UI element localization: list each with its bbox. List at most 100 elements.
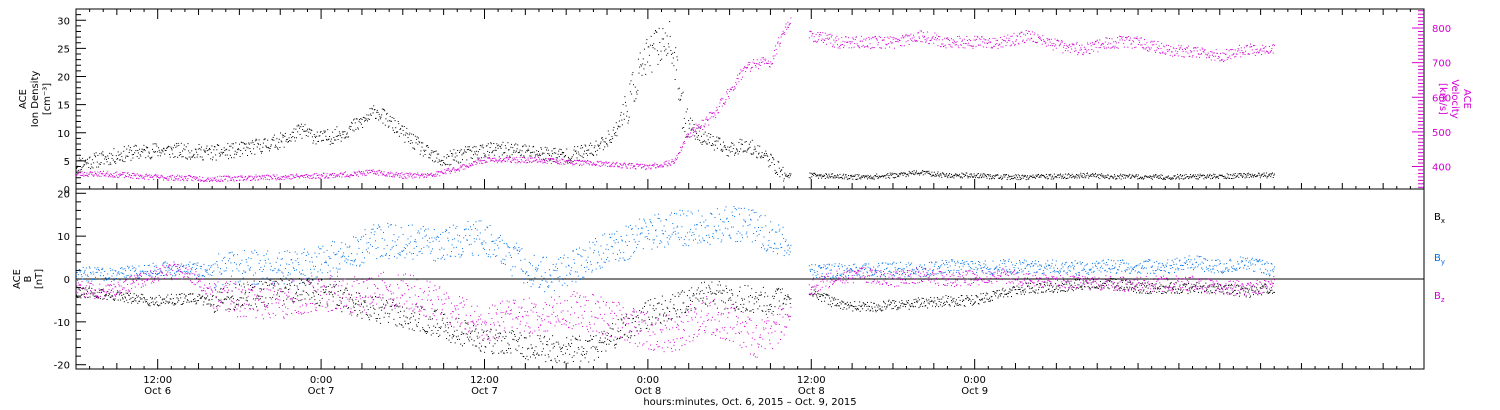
velocity-point [408, 176, 410, 178]
density-point [1066, 174, 1068, 176]
bx-point [171, 303, 173, 305]
velocity-point [324, 177, 326, 179]
density-point [262, 146, 264, 148]
bx-point [513, 339, 515, 341]
bx-point [110, 289, 112, 291]
density-point [1081, 174, 1083, 176]
density-point [365, 118, 367, 120]
density-point [910, 172, 912, 174]
density-point [981, 176, 983, 178]
density-point [291, 131, 293, 133]
density-point [124, 161, 126, 163]
velocity-point [874, 36, 876, 38]
density-point [585, 145, 587, 147]
bx-point [581, 346, 583, 348]
density-point [770, 154, 772, 156]
velocity-point [1003, 40, 1005, 42]
density-point [275, 144, 277, 146]
bx-point [261, 296, 263, 298]
bx-point [337, 304, 338, 306]
bx-point [642, 307, 644, 309]
bx-point [503, 352, 505, 354]
density-point [1148, 176, 1150, 178]
velocity-point [427, 173, 429, 175]
bx-point [264, 305, 266, 307]
velocity-point [1150, 47, 1152, 49]
bx-point [373, 307, 375, 309]
velocity-point [82, 173, 84, 175]
velocity-point [1004, 40, 1006, 42]
density-point [672, 57, 674, 59]
velocity-point [509, 161, 511, 163]
bx-point [544, 354, 546, 356]
density-point [229, 145, 231, 147]
velocity-point [326, 173, 328, 175]
velocity-point [668, 160, 670, 162]
density-point [966, 175, 968, 177]
density-point [1188, 178, 1190, 180]
velocity-point [151, 177, 153, 178]
velocity-point [563, 160, 565, 162]
velocity-point [1122, 36, 1124, 38]
density-point [762, 156, 764, 158]
density-point [846, 178, 848, 180]
velocity-point [651, 164, 653, 166]
bx-point [569, 353, 571, 355]
density-point [183, 144, 185, 146]
density-point [152, 148, 153, 150]
velocity-point [892, 42, 894, 44]
density-point [863, 175, 865, 177]
velocity-point [194, 179, 196, 181]
density-point [1210, 175, 1212, 177]
bx-point [322, 278, 324, 280]
velocity-point [248, 176, 250, 178]
bx-point [239, 297, 241, 299]
density-point [272, 139, 274, 141]
density-point [1164, 179, 1166, 180]
bx-point [352, 300, 354, 302]
bx-point [463, 333, 465, 335]
velocity-point [788, 27, 789, 29]
velocity-point [1136, 36, 1138, 38]
bx-point [475, 328, 477, 330]
density-point [221, 149, 223, 150]
velocity-point [899, 39, 901, 41]
velocity-point [354, 172, 356, 174]
density-point [430, 152, 432, 154]
bx-point [300, 299, 302, 301]
velocity-point [365, 174, 367, 176]
velocity-point [401, 172, 403, 174]
velocity-point [1101, 44, 1103, 46]
density-point [1091, 175, 1093, 177]
density-point [76, 167, 78, 169]
density-point [375, 117, 376, 119]
velocity-point [864, 46, 865, 48]
density-point [1023, 175, 1025, 177]
bx-point [664, 300, 666, 302]
density-point [786, 175, 788, 177]
velocity-point [435, 175, 437, 177]
density-point [1248, 172, 1250, 174]
density-point [1080, 176, 1082, 178]
velocity-point [302, 175, 304, 177]
velocity-point [471, 162, 473, 164]
velocity-point [474, 161, 476, 162]
density-series [76, 21, 1275, 182]
density-point [461, 154, 463, 156]
bx-point [109, 296, 111, 298]
bx-point [234, 306, 236, 308]
velocity-point [260, 178, 262, 180]
velocity-point [1143, 48, 1145, 50]
velocity-point [992, 47, 993, 49]
density-point [357, 127, 359, 129]
density-point [1095, 172, 1096, 174]
density-point [1253, 175, 1255, 176]
velocity-point [116, 171, 118, 173]
bx-point [280, 278, 282, 280]
density-point [121, 156, 123, 158]
velocity-point [908, 44, 910, 45]
density-point [301, 137, 303, 139]
bx-point [496, 337, 498, 339]
velocity-point [239, 179, 241, 181]
density-point [1105, 175, 1107, 177]
